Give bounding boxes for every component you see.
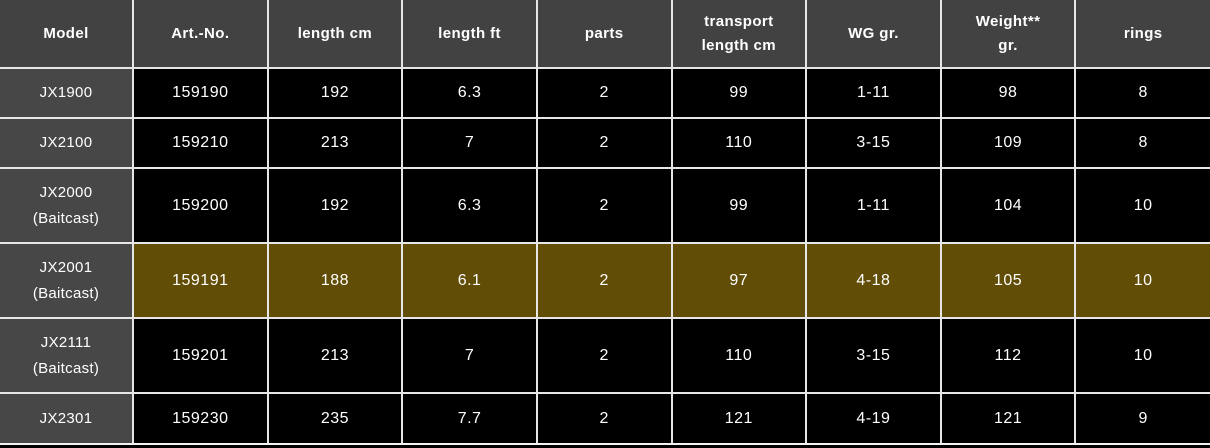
data-cell-weight-gr: 121 — [939, 392, 1077, 444]
column-header-label: transport length cm — [701, 12, 777, 54]
data-cell-transport-length-cm: 110 — [670, 317, 808, 394]
column-header-label: Weight** gr. — [975, 12, 1041, 54]
data-cell-art-no: 159210 — [132, 117, 269, 169]
data-cell-weight-gr: 105 — [939, 242, 1077, 319]
table-row[interactable]: JX2301 159230 235 7.7 2 121 4-19 121 9 — [0, 392, 1210, 444]
data-cell-length-cm: 192 — [266, 167, 404, 244]
column-header-parts: parts — [535, 0, 673, 69]
model-note: (Baitcast) — [32, 209, 100, 227]
data-cell-wg-gr: 4-19 — [805, 392, 942, 444]
data-cell-parts: 2 — [535, 117, 673, 169]
model-cell: JX2100 — [0, 117, 134, 169]
data-cell-length-cm: 235 — [266, 392, 404, 444]
model-name: JX1900 — [39, 84, 93, 101]
column-header-art-no: Art.-No. — [132, 0, 269, 69]
header-row: Model Art.-No. length cm length ft parts tran… — [0, 0, 1210, 69]
model-cell: JX2301 — [0, 392, 134, 444]
data-cell-rings: 9 — [1074, 392, 1210, 444]
data-cell-length-cm: 213 — [266, 317, 404, 394]
data-cell-length-ft: 6.1 — [401, 242, 538, 319]
data-cell-rings: 8 — [1074, 117, 1210, 169]
data-cell-length-cm: 192 — [266, 67, 404, 119]
data-cell-parts: 2 — [535, 392, 673, 444]
data-cell-wg-gr: 3-15 — [805, 117, 942, 169]
data-cell-wg-gr: 1-11 — [805, 167, 942, 244]
column-header-label: WG gr. — [848, 24, 899, 42]
data-cell-length-cm: 213 — [266, 117, 404, 169]
data-cell-art-no: 159230 — [132, 392, 269, 444]
data-cell-wg-gr: 3-15 — [805, 317, 942, 394]
data-cell-transport-length-cm: 121 — [670, 392, 808, 444]
data-cell-weight-gr: 104 — [939, 167, 1077, 244]
model-name: JX2000 — [39, 183, 93, 201]
data-cell-transport-length-cm: 99 — [670, 67, 808, 119]
table-row[interactable]: JX1900 159190 192 6.3 2 99 1-11 98 8 — [0, 67, 1210, 119]
data-cell-art-no: 159191 — [132, 242, 269, 319]
column-header-transport-length-cm: transport length cm — [670, 0, 808, 69]
data-cell-weight-gr: 112 — [939, 317, 1077, 394]
model-name: JX2111 — [40, 333, 92, 351]
column-header-label: Art.-No. — [171, 24, 230, 42]
data-cell-length-ft: 6.3 — [401, 167, 538, 244]
data-cell-length-ft: 7 — [401, 117, 538, 169]
table-row[interactable]: JX2100 159210 213 7 2 110 3-15 109 8 — [0, 117, 1210, 169]
column-header-model: Model — [0, 0, 134, 69]
table-row[interactable]: JX2111 (Baitcast) 159201 213 7 2 110 3-15 112 1… — [0, 317, 1210, 394]
column-header-rings: rings — [1074, 0, 1210, 69]
column-header-label: length ft — [438, 24, 501, 42]
data-cell-rings: 10 — [1074, 242, 1210, 319]
data-cell-transport-length-cm: 97 — [670, 242, 808, 319]
table-row[interactable]: JX2001 (Baitcast) 159191 188 6.1 2 97 4-18 105… — [0, 242, 1210, 319]
data-cell-art-no: 159190 — [132, 67, 269, 119]
column-header-length-ft: length ft — [401, 0, 538, 69]
data-cell-parts: 2 — [535, 67, 673, 119]
data-cell-parts: 2 — [535, 167, 673, 244]
data-cell-length-ft: 7 — [401, 317, 538, 394]
model-name: JX2100 — [39, 134, 93, 151]
data-cell-length-ft: 6.3 — [401, 67, 538, 119]
model-cell: JX1900 — [0, 67, 134, 119]
data-cell-transport-length-cm: 99 — [670, 167, 808, 244]
model-name: JX2301 — [39, 409, 93, 427]
data-cell-weight-gr: 109 — [939, 117, 1077, 169]
data-cell-wg-gr: 4-18 — [805, 242, 942, 319]
column-header-label: parts — [584, 24, 624, 42]
data-cell-parts: 2 — [535, 242, 673, 319]
data-cell-rings: 8 — [1074, 67, 1210, 119]
data-cell-parts: 2 — [535, 317, 673, 394]
column-header-weight-gr: Weight** gr. — [939, 0, 1077, 69]
data-cell-art-no: 159201 — [132, 317, 269, 394]
data-cell-weight-gr: 98 — [939, 67, 1077, 119]
data-cell-length-ft: 7.7 — [401, 392, 538, 444]
data-cell-art-no: 159200 — [132, 167, 269, 244]
data-cell-wg-gr: 1-11 — [805, 67, 942, 119]
data-cell-rings: 10 — [1074, 317, 1210, 394]
column-header-label: Model — [43, 24, 89, 42]
model-cell: JX2111 (Baitcast) — [0, 317, 134, 394]
column-header-label: length cm — [297, 24, 373, 42]
column-header-label: rings — [1123, 24, 1163, 42]
model-note: (Baitcast) — [32, 284, 100, 302]
column-header-wg-gr: WG gr. — [805, 0, 942, 69]
table-row[interactable]: JX2000 (Baitcast) 159200 192 6.3 2 99 1-11 104… — [0, 167, 1210, 244]
data-cell-rings: 10 — [1074, 167, 1210, 244]
model-name: JX2001 — [39, 258, 93, 276]
model-note: (Baitcast) — [32, 359, 100, 377]
table-body: JX1900 159190 192 6.3 2 99 1-11 98 8 JX2100 159… — [0, 67, 1210, 444]
data-cell-transport-length-cm: 110 — [670, 117, 808, 169]
model-cell: JX2001 (Baitcast) — [0, 242, 134, 319]
data-cell-length-cm: 188 — [266, 242, 404, 319]
column-header-length-cm: length cm — [266, 0, 404, 69]
model-cell: JX2000 (Baitcast) — [0, 167, 134, 244]
